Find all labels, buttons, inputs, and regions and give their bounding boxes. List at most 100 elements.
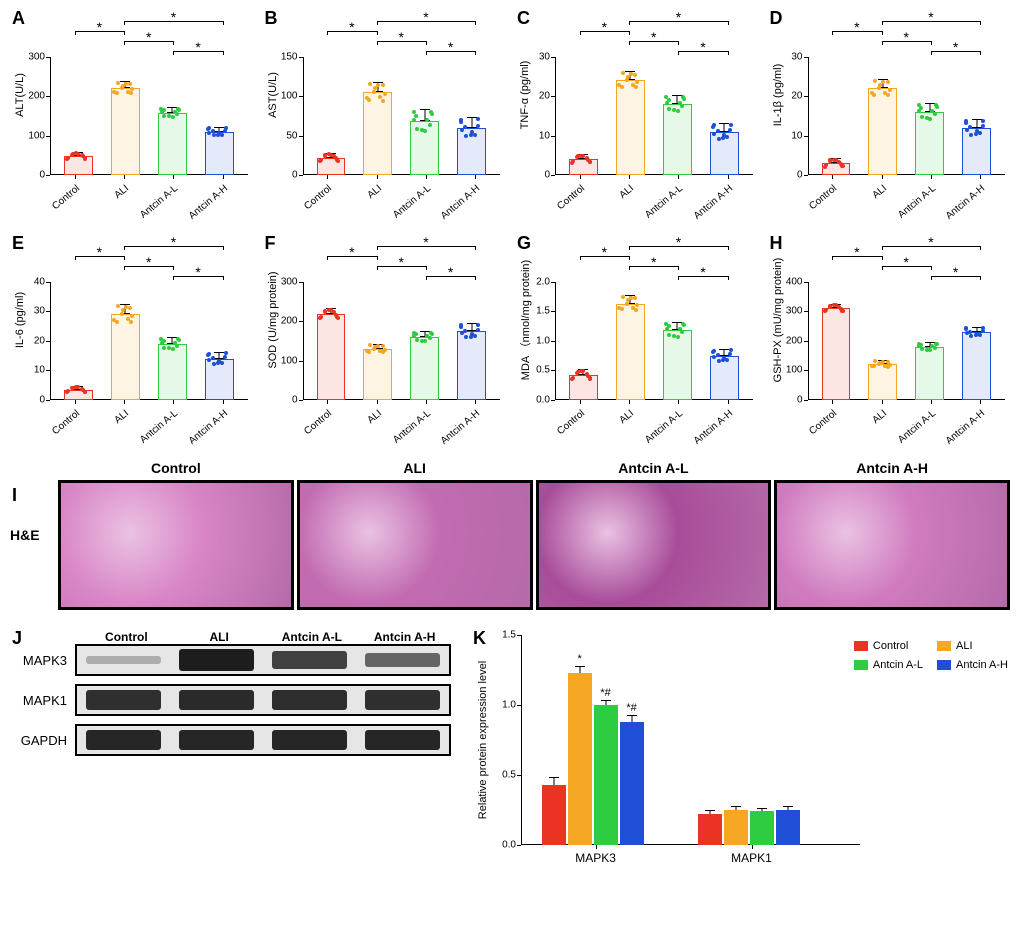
legend: ControlALIAntcin A-LAntcin A-H: [854, 640, 1008, 674]
x-axis-label: Antcin A-H: [692, 183, 735, 222]
x-axis-label: Antcin A-H: [692, 408, 735, 447]
panel-H: HGSH-PX (mU/mg protein)0100200300400Cont…: [768, 235, 1011, 445]
significance-star: *: [904, 33, 909, 41]
bar: *#: [594, 705, 618, 845]
row-1: AALT(U/L)0100200300ControlALIAntcin A-LA…: [10, 10, 1010, 220]
bar: [317, 314, 346, 400]
significance-star: *: [953, 43, 958, 51]
significance-star: *: [928, 13, 933, 21]
significance-star: *: [651, 33, 656, 41]
significance-star: *: [928, 238, 933, 246]
x-axis-label: ALI: [618, 408, 637, 426]
histology-image: Control: [58, 460, 294, 610]
panel-I: I H&E ControlALIAntcin A-LAntcin A-H: [10, 460, 1010, 610]
x-axis-label: Antcin A-L: [644, 408, 686, 446]
panel-B: BAST(U/L)050100150ControlALIAntcin A-LAn…: [263, 10, 506, 220]
x-axis-label: Antcin A-H: [187, 183, 230, 222]
x-axis-label: Control: [50, 408, 82, 437]
histo-panels: ControlALIAntcin A-LAntcin A-H: [58, 460, 1010, 610]
significance-star: *: [97, 23, 102, 31]
bar: [724, 810, 748, 845]
bar: [915, 347, 944, 400]
blot-condition-label: Antcin A-L: [266, 630, 359, 644]
panel-C: CTNF-α (pg/ml)0102030ControlALIAntcin A-…: [515, 10, 758, 220]
panel-label: J: [12, 628, 22, 649]
significance-star: *: [195, 43, 200, 51]
x-axis-label: Antcin A-L: [139, 408, 181, 446]
bar: *#: [620, 722, 644, 845]
x-axis-label: Control: [555, 183, 587, 212]
panel-label: I: [12, 485, 17, 506]
legend-item: Control: [854, 640, 923, 652]
significance-star: *: [146, 258, 151, 266]
significance-annotation: *#: [626, 702, 636, 714]
significance-star: *: [399, 33, 404, 41]
significance-star: *: [602, 248, 607, 256]
x-axis-label: Control: [807, 183, 839, 212]
x-axis-label: Antcin A-H: [187, 408, 230, 447]
significance-star: *: [195, 268, 200, 276]
panel-label: H: [770, 233, 783, 254]
blot-condition-label: ALI: [173, 630, 266, 644]
bar: [410, 337, 439, 400]
significance-star: *: [676, 238, 681, 246]
x-axis-label: Antcin A-L: [896, 183, 938, 221]
significance-star: *: [349, 23, 354, 31]
significance-star: *: [423, 238, 428, 246]
x-axis-label: ALI: [870, 183, 889, 201]
panel-label: K: [473, 628, 486, 649]
x-axis-label: Antcin A-H: [439, 408, 482, 447]
significance-star: *: [448, 43, 453, 51]
significance-star: *: [423, 13, 428, 21]
legend-item: Antcin A-L: [854, 659, 923, 671]
panel-label: D: [770, 8, 783, 29]
bar: [205, 132, 234, 175]
blot-header: ControlALIAntcin A-LAntcin A-H: [80, 630, 451, 644]
significance-star: *: [904, 258, 909, 266]
x-axis-label: ALI: [365, 408, 384, 426]
bar: [457, 331, 486, 400]
histo-stain-label: H&E: [10, 527, 50, 543]
x-axis-label: ALI: [618, 183, 637, 201]
y-axis-label: Relative protein expression level: [477, 661, 489, 819]
panel-label: E: [12, 233, 24, 254]
significance-star: *: [854, 23, 859, 31]
panel-D: DIL-1β (pg/ml)0102030ControlALIAntcin A-…: [768, 10, 1011, 220]
bar: [363, 349, 392, 400]
bar: [698, 814, 722, 845]
bar: [616, 80, 645, 175]
bar: [868, 364, 897, 400]
x-axis-label: Control: [302, 183, 334, 212]
bar: [663, 330, 692, 400]
significance-star: *: [448, 268, 453, 276]
panel-J: J ControlALIAntcin A-LAntcin A-H MAPK3MA…: [10, 630, 451, 875]
bar: [868, 88, 897, 175]
x-axis-label: Control: [302, 408, 334, 437]
x-axis-label: Antcin A-H: [944, 408, 987, 447]
histology-image: Antcin A-H: [774, 460, 1010, 610]
row-2: EIL-6 (pg/ml)010203040ControlALIAntcin A…: [10, 235, 1010, 445]
bar: [111, 88, 140, 175]
panel-G: GMDA （nmol/mg protein)0.00.51.01.52.0Con…: [515, 235, 758, 445]
blot-rows: MAPK3MAPK1GAPDH: [10, 644, 451, 756]
panel-label: C: [517, 8, 530, 29]
x-axis-label: ALI: [365, 183, 384, 201]
legend-item: Antcin A-H: [937, 659, 1008, 671]
significance-annotation: *#: [600, 687, 610, 699]
bar: [750, 811, 774, 845]
panel-K: K ControlALIAntcin A-LAntcin A-H Relativ…: [471, 630, 1010, 875]
bottom-row: J ControlALIAntcin A-LAntcin A-H MAPK3MA…: [10, 630, 1010, 875]
panel-F: FSOD (U/mg protein)0100200300ControlALIA…: [263, 235, 506, 445]
grouped-chart-area: ControlALIAntcin A-LAntcin A-H Relative …: [521, 635, 860, 845]
x-axis-label: Antcin A-L: [896, 408, 938, 446]
significance-star: *: [399, 258, 404, 266]
figure: AALT(U/L)0100200300ControlALIAntcin A-LA…: [0, 0, 1020, 885]
significance-star: *: [651, 258, 656, 266]
significance-star: *: [953, 268, 958, 276]
bar: [915, 112, 944, 175]
bar: [158, 344, 187, 400]
x-axis-label: Antcin A-L: [644, 183, 686, 221]
x-axis-label: ALI: [113, 408, 132, 426]
x-axis-label: ALI: [870, 408, 889, 426]
significance-star: *: [676, 13, 681, 21]
